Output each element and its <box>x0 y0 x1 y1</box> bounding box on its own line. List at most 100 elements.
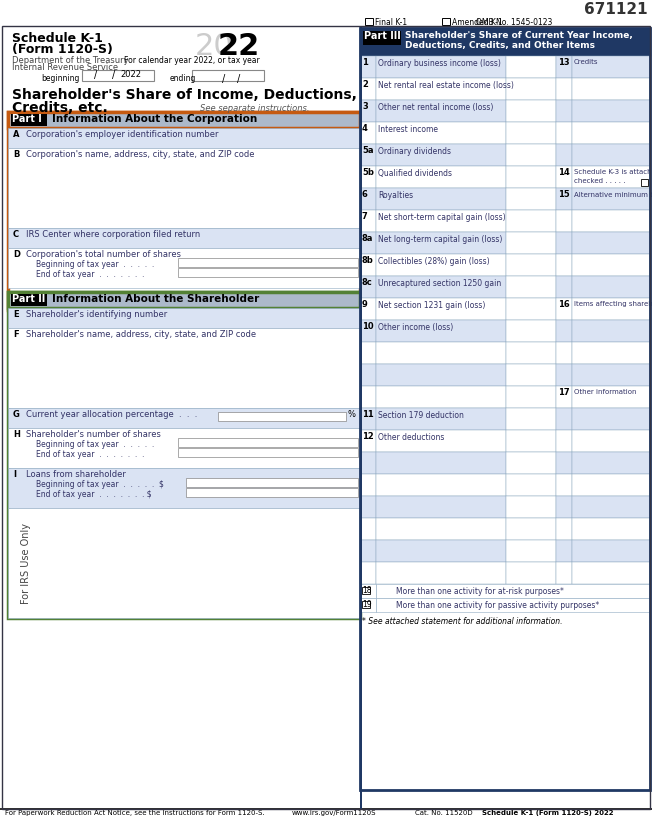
Bar <box>363 31 401 45</box>
Bar <box>506 56 556 78</box>
Bar <box>8 248 360 288</box>
Text: 5a: 5a <box>362 146 374 155</box>
Text: F: F <box>13 330 19 339</box>
Bar <box>376 320 506 342</box>
Bar <box>8 308 360 328</box>
Bar <box>572 518 650 540</box>
Text: Cat. No. 11520D: Cat. No. 11520D <box>415 810 473 816</box>
Text: Credits: Credits <box>574 59 599 65</box>
Text: ending: ending <box>170 74 196 83</box>
Bar <box>506 122 556 144</box>
Bar <box>556 56 572 78</box>
Bar <box>8 112 360 128</box>
Bar <box>506 254 556 276</box>
Text: Corporation's name, address, city, state, and ZIP code: Corporation's name, address, city, state… <box>26 150 254 159</box>
Text: Shareholder's number of shares: Shareholder's number of shares <box>26 430 161 439</box>
Bar <box>360 254 376 276</box>
Text: Beginning of tax year  .  .  .  .  .  $: Beginning of tax year . . . . . $ <box>36 480 164 489</box>
Bar <box>360 28 650 790</box>
Text: 12: 12 <box>362 432 374 441</box>
Bar <box>572 430 650 452</box>
Bar <box>506 320 556 342</box>
Bar <box>360 474 376 496</box>
Bar <box>360 144 376 166</box>
Bar <box>178 268 358 277</box>
Bar <box>572 78 650 100</box>
Text: Royalties: Royalties <box>378 191 413 200</box>
Text: See separate instructions.: See separate instructions. <box>200 104 310 113</box>
Bar <box>556 144 572 166</box>
Text: (Form 1120-S): (Form 1120-S) <box>12 43 113 56</box>
Bar <box>556 100 572 122</box>
Text: Ordinary business income (loss): Ordinary business income (loss) <box>378 59 501 68</box>
Bar <box>572 342 650 364</box>
Text: Information About the Corporation: Information About the Corporation <box>52 114 258 124</box>
Bar <box>556 298 572 320</box>
Text: Credits, etc.: Credits, etc. <box>12 101 108 115</box>
Text: Other deductions: Other deductions <box>378 433 445 442</box>
Bar <box>556 254 572 276</box>
Bar <box>376 78 506 100</box>
Text: Amended K-1: Amended K-1 <box>452 18 503 27</box>
Text: Collectibles (28%) gain (loss): Collectibles (28%) gain (loss) <box>378 257 490 266</box>
Text: Shareholder's name, address, city, state, and ZIP code: Shareholder's name, address, city, state… <box>26 330 256 339</box>
Bar <box>360 188 376 210</box>
Text: Part II: Part II <box>12 294 45 304</box>
Bar <box>442 18 450 25</box>
Text: Beginning of tax year  .  .  .  .  .: Beginning of tax year . . . . . <box>36 260 155 269</box>
Bar <box>506 364 556 386</box>
Bar <box>360 78 376 100</box>
Bar <box>376 144 506 166</box>
Bar <box>572 320 650 342</box>
Text: 8a: 8a <box>362 234 374 243</box>
Bar <box>376 452 506 474</box>
Text: 8c: 8c <box>362 278 373 287</box>
Bar <box>572 100 650 122</box>
Bar <box>506 518 556 540</box>
Text: Beginning of tax year  .  .  .  .  .: Beginning of tax year . . . . . <box>36 440 155 449</box>
Bar <box>556 166 572 188</box>
Bar <box>376 562 506 584</box>
Text: D: D <box>13 250 20 259</box>
Bar <box>360 518 376 540</box>
Bar <box>556 364 572 386</box>
Bar <box>376 166 506 188</box>
Bar <box>360 122 376 144</box>
Bar <box>8 328 360 408</box>
Bar <box>11 294 47 306</box>
Bar <box>556 408 572 430</box>
Text: checked . . . . .: checked . . . . . <box>574 178 625 184</box>
Text: Shareholder's Share of Income, Deductions,: Shareholder's Share of Income, Deduction… <box>12 88 357 102</box>
Bar <box>360 166 376 188</box>
Text: A: A <box>13 130 20 139</box>
Text: Alternative minimum tax (AMT) items: Alternative minimum tax (AMT) items <box>574 191 652 198</box>
Bar <box>506 166 556 188</box>
Text: C: C <box>13 230 19 239</box>
Bar <box>556 276 572 298</box>
Bar <box>556 320 572 342</box>
Bar <box>360 298 376 320</box>
Bar <box>360 598 376 612</box>
Bar <box>556 430 572 452</box>
Text: End of tax year  .  .  .  .  .  .  . $: End of tax year . . . . . . . $ <box>36 490 152 499</box>
Text: 671121: 671121 <box>584 2 648 17</box>
Bar <box>506 562 556 584</box>
Bar <box>8 468 360 508</box>
Text: 8b: 8b <box>362 256 374 265</box>
Bar <box>556 518 572 540</box>
Bar <box>178 438 358 447</box>
Text: Corporation's total number of shares: Corporation's total number of shares <box>26 250 181 259</box>
Text: 6: 6 <box>362 190 368 199</box>
Bar <box>360 584 376 598</box>
Bar <box>376 430 506 452</box>
Text: Shareholder's Share of Current Year Income,: Shareholder's Share of Current Year Inco… <box>405 31 632 40</box>
Bar <box>556 122 572 144</box>
Text: Schedule K-1 (Form 1120-S) 2022: Schedule K-1 (Form 1120-S) 2022 <box>482 810 614 816</box>
Bar <box>376 474 506 496</box>
Bar <box>556 232 572 254</box>
Bar <box>506 276 556 298</box>
Bar <box>192 70 264 81</box>
Bar <box>572 122 650 144</box>
Bar <box>506 298 556 320</box>
Bar <box>8 228 360 248</box>
